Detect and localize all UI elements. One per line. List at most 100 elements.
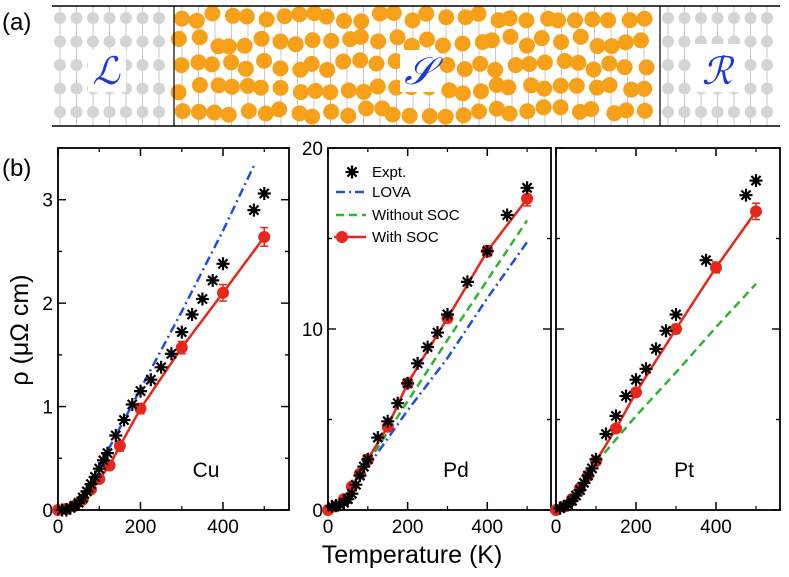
plot-frame [555, 147, 781, 511]
expt-point [349, 478, 363, 492]
expt-point [619, 389, 633, 403]
scatter-atom [323, 32, 340, 49]
expt-point [63, 501, 77, 515]
scatter-atom [502, 28, 519, 45]
scatter-atom [455, 107, 472, 124]
expt-point [80, 484, 94, 498]
scatter-atom [358, 100, 375, 117]
scatter-atom [319, 61, 336, 78]
expt-point [381, 414, 395, 428]
legend: Expt. LOVA Without SOC With SOC [334, 164, 460, 246]
scatter-atom [418, 5, 435, 22]
scatter-atom [636, 10, 653, 27]
scatter-atom [601, 77, 618, 94]
lead-atom [678, 82, 691, 95]
lead-atom [87, 12, 99, 24]
scatter-atom [536, 54, 553, 71]
left-label-box [88, 50, 126, 92]
scatter-atom [419, 31, 435, 48]
x-tick-label: 400 [471, 517, 503, 538]
y-tick-label: 3 [42, 191, 53, 212]
lead-atom [153, 82, 165, 95]
lead-atom [662, 59, 674, 71]
scatter-atom [304, 108, 321, 125]
scatter-atom [553, 34, 570, 50]
scatter-atom [487, 61, 504, 78]
scatter-atom [303, 55, 320, 72]
lead-atom [711, 106, 724, 118]
scatter-atom [638, 59, 655, 76]
scatter-atom [306, 5, 323, 22]
lead-atom [728, 12, 740, 24]
x-tick-label: 200 [125, 517, 157, 538]
with-soc-point [710, 261, 722, 274]
scatter-atom [272, 33, 289, 50]
lead-atom [87, 106, 99, 118]
scatter-atom [369, 78, 386, 95]
expt-point [206, 273, 220, 287]
scatter-atom [322, 84, 339, 101]
expt-point [609, 409, 623, 423]
legend-without-soc-label: Without SOC [372, 207, 460, 224]
expt-point [569, 489, 583, 502]
lead-atom [70, 12, 83, 24]
scatter-atom [601, 55, 618, 72]
with-soc-point [217, 286, 229, 299]
scatter-atom [535, 99, 552, 116]
expt-point [500, 208, 514, 222]
scatter-atom [583, 101, 600, 118]
scatter-atom [501, 10, 518, 27]
lead-atom [54, 59, 66, 71]
scatter-atom [352, 52, 369, 69]
scatter-atom [238, 8, 255, 25]
expt-point [557, 499, 571, 513]
expt-point [421, 340, 435, 354]
scatter-atom [536, 80, 553, 97]
expt-point [72, 496, 86, 510]
scatter-atom [173, 10, 190, 27]
scatter-atom [572, 28, 589, 45]
lead-atom [678, 35, 691, 48]
scatter-atom [323, 103, 340, 120]
legend-with-soc-label: With SOC [372, 229, 439, 246]
scatter-atom [352, 28, 369, 45]
plot-frame [327, 147, 552, 511]
lead-atom [662, 35, 674, 48]
scatter-atom [636, 80, 653, 97]
scatter-atom [403, 37, 420, 54]
expt-point [699, 253, 713, 267]
scatter-atom [173, 57, 190, 74]
scatter-atom [239, 77, 256, 94]
lead-atom [54, 106, 66, 118]
expt-point [739, 188, 753, 202]
x-tick-label: 0 [551, 517, 562, 538]
scatter-atom [276, 8, 293, 25]
expt-point [460, 275, 474, 289]
scatter-atom [272, 79, 289, 96]
without-soc-line [595, 282, 757, 464]
expt-point [216, 257, 230, 271]
scatter-atom [355, 83, 372, 100]
right-label-box [694, 44, 740, 92]
lead-atom [70, 106, 83, 118]
scatter-atom [550, 12, 566, 29]
metal-label: Cu [193, 459, 220, 482]
lead-atom [153, 59, 165, 71]
scatter-atom [191, 103, 207, 120]
scatter-atom [472, 55, 489, 72]
scatter-atom [220, 106, 237, 123]
scatter-atom [421, 108, 438, 125]
expt-point [441, 308, 454, 321]
lead-atom [678, 59, 691, 71]
scatter-atom [603, 38, 620, 55]
plot-frame [57, 147, 290, 511]
lead-atom [695, 12, 707, 24]
scatter-atom [258, 11, 275, 28]
scatter-atom [206, 104, 223, 121]
scatter-atom [567, 12, 583, 29]
scatter-atom [335, 53, 352, 70]
scatter-atom [256, 52, 273, 69]
scatter-atom [600, 12, 617, 29]
lead-atom [136, 59, 149, 71]
